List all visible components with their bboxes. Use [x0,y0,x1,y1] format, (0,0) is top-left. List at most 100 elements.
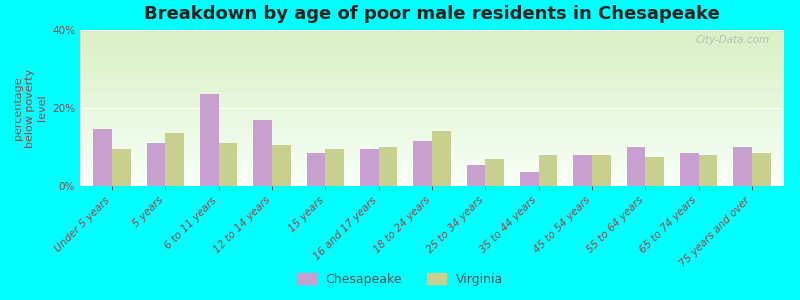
Bar [200,94,218,186]
Bar [80,113,784,114]
Bar [80,127,784,128]
Bar [80,80,784,82]
Bar [272,145,290,186]
Bar [378,147,398,186]
Bar [80,82,784,83]
Bar [80,161,784,163]
Bar [80,121,784,122]
Bar [80,124,784,125]
Bar [80,95,784,97]
Bar [80,134,784,136]
Bar [486,159,504,186]
Bar [80,32,784,33]
Y-axis label: percentage
below poverty
level: percentage below poverty level [14,68,46,148]
Bar [166,133,184,186]
Bar [80,43,784,44]
Bar [698,155,718,186]
Bar [80,103,784,105]
Bar [80,119,784,121]
Bar [80,141,784,142]
Bar [80,92,784,94]
Bar [80,158,784,160]
Bar [80,142,784,144]
Bar [80,169,784,170]
Bar [80,85,784,86]
Bar [80,77,784,78]
Bar [80,138,784,139]
Bar [520,172,538,186]
Bar [80,146,784,147]
Bar [80,60,784,61]
Bar [94,129,112,186]
Bar [80,78,784,80]
Bar [80,75,784,77]
Bar [112,149,130,186]
Bar [80,41,784,43]
Bar [80,172,784,173]
Bar [306,153,326,186]
Bar [80,180,784,181]
Bar [80,181,784,183]
Bar [80,183,784,184]
Bar [80,56,784,58]
Bar [80,125,784,127]
Bar [80,175,784,177]
Bar [80,152,784,153]
Bar [626,147,646,186]
Bar [80,153,784,155]
Bar [80,55,784,56]
Bar [80,170,784,172]
Bar [80,133,784,134]
Bar [80,117,784,119]
Bar [646,157,664,186]
Bar [80,83,784,85]
Bar [80,64,784,66]
Bar [752,153,770,186]
Bar [80,184,784,186]
Bar [680,153,698,186]
Bar [80,106,784,108]
Bar [80,164,784,166]
Bar [80,167,784,169]
Bar [80,49,784,50]
Bar [80,39,784,41]
Bar [80,122,784,124]
Bar [734,147,752,186]
Bar [80,155,784,156]
Bar [80,131,784,133]
Bar [538,155,558,186]
Bar [80,128,784,130]
Text: City-Data.com: City-Data.com [696,35,770,45]
Bar [80,52,784,53]
Bar [80,61,784,63]
Bar [80,50,784,52]
Bar [146,143,166,186]
Bar [80,144,784,146]
Bar [80,74,784,75]
Bar [80,38,784,39]
Bar [80,58,784,60]
Bar [80,72,784,74]
Bar [80,69,784,70]
Bar [360,149,378,186]
Bar [80,53,784,55]
Bar [80,63,784,64]
Bar [80,66,784,68]
Bar [80,147,784,148]
Bar [80,99,784,100]
Bar [80,36,784,38]
Bar [80,111,784,113]
Bar [80,68,784,69]
Bar [80,102,784,103]
Bar [80,156,784,158]
Bar [80,110,784,111]
Bar [254,120,272,186]
Bar [326,149,344,186]
Bar [80,30,784,31]
Bar [432,131,450,186]
Bar [80,89,784,91]
Bar [80,44,784,46]
Bar [80,46,784,47]
Bar [592,155,610,186]
Bar [80,105,784,106]
